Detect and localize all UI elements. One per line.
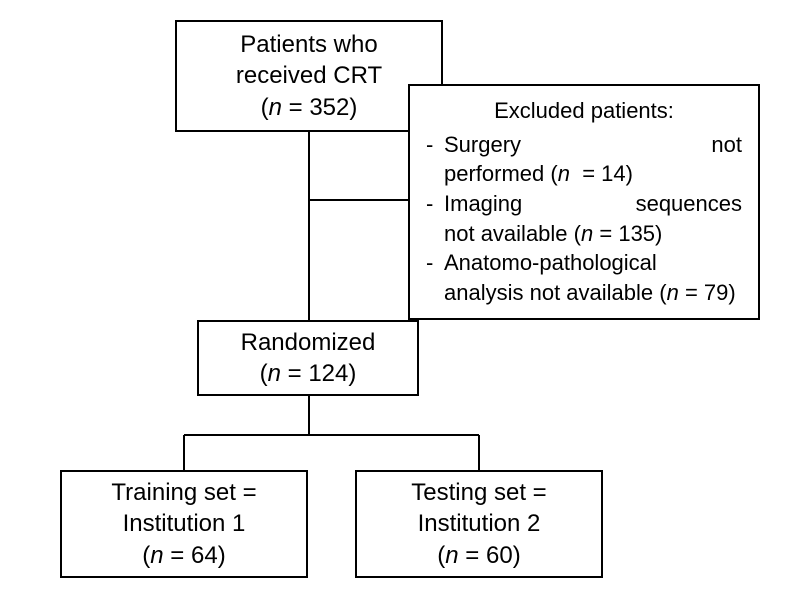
- node-training-set: Training set = Institution 1 (n = 64): [60, 470, 308, 578]
- node-n: (n = 64): [76, 540, 292, 571]
- excluded-word: Surgery: [444, 130, 521, 160]
- n-label: n: [268, 360, 281, 387]
- flowchart-canvas: Patients who received CRT (n = 352) Excl…: [0, 0, 786, 598]
- node-excluded: Excluded patients: - Surgery not perform…: [408, 84, 760, 320]
- n-label: n: [269, 94, 282, 121]
- bullet-dash: -: [426, 248, 444, 278]
- bullet-dash: -: [426, 189, 444, 219]
- n-label: n: [558, 161, 570, 186]
- excluded-tail: performed: [444, 161, 544, 186]
- node-n: (n = 124): [213, 358, 403, 389]
- excluded-item: - Surgery not: [426, 130, 742, 160]
- n-label: n: [667, 280, 679, 305]
- excluded-item-tail: performed (n = 14): [426, 159, 742, 189]
- excluded-word: Anatomo-pathological: [444, 248, 742, 278]
- n-label: n: [150, 542, 163, 569]
- n-label: n: [581, 221, 593, 246]
- node-text: Testing set =: [371, 477, 587, 508]
- node-randomized: Randomized (n = 124): [197, 320, 419, 396]
- n-value: 352: [309, 94, 349, 121]
- node-patients-crt: Patients who received CRT (n = 352): [175, 20, 443, 132]
- node-text: Patients who: [191, 29, 427, 60]
- excluded-word: sequences: [636, 189, 742, 219]
- excluded-title: Excluded patients:: [426, 96, 742, 126]
- excluded-item-tail: not available (n = 135): [426, 219, 742, 249]
- excluded-word: not: [711, 130, 742, 160]
- excluded-item-tail: analysis not available (n = 79): [426, 278, 742, 308]
- excluded-item: - Anatomo-pathological: [426, 248, 742, 278]
- excluded-word: Imaging: [444, 189, 522, 219]
- node-n: (n = 60): [371, 540, 587, 571]
- excluded-item: - Imaging sequences: [426, 189, 742, 219]
- n-value: 79: [704, 280, 728, 305]
- node-text: Randomized: [213, 327, 403, 358]
- bullet-dash: -: [426, 130, 444, 160]
- n-value: 124: [308, 360, 348, 387]
- n-label: n: [445, 542, 458, 569]
- n-value: 14: [601, 161, 625, 186]
- n-value: 135: [618, 221, 655, 246]
- node-testing-set: Testing set = Institution 2 (n = 60): [355, 470, 603, 578]
- n-value: 64: [191, 542, 218, 569]
- excluded-tail: not available: [444, 221, 568, 246]
- node-text: Institution 1: [76, 508, 292, 539]
- node-text: Institution 2: [371, 508, 587, 539]
- node-text: received CRT: [191, 60, 427, 91]
- node-text: Training set =: [76, 477, 292, 508]
- excluded-tail: analysis not available: [444, 280, 653, 305]
- node-n: (n = 352): [191, 92, 427, 123]
- n-value: 60: [486, 542, 513, 569]
